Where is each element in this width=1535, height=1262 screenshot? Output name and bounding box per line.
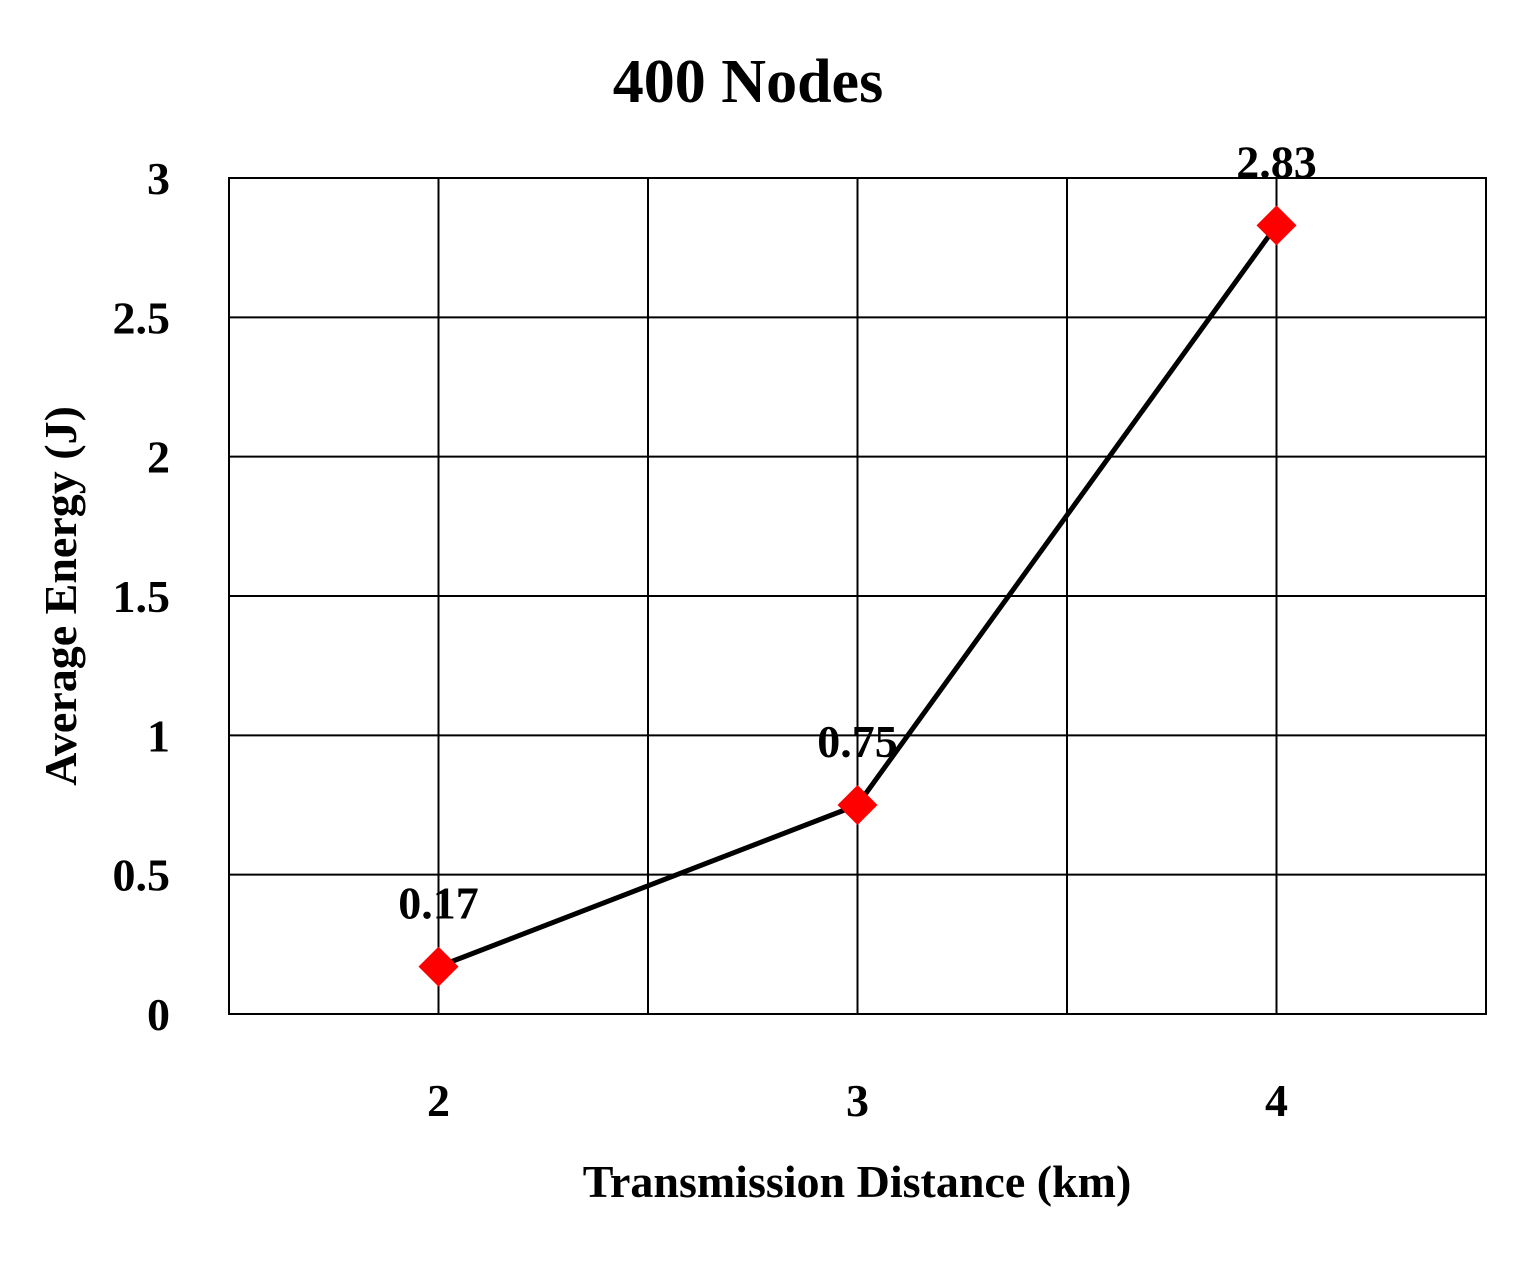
y-tick-label: 3 xyxy=(147,153,170,204)
x-tick-label: 4 xyxy=(1265,1075,1288,1126)
y-tick-label: 0 xyxy=(147,989,170,1040)
y-tick-label: 1.5 xyxy=(113,571,171,622)
data-label: 0.75 xyxy=(817,716,898,767)
y-tick-label: 2 xyxy=(147,432,170,483)
data-label: 0.17 xyxy=(398,878,479,929)
y-axis-label: Average Energy (J) xyxy=(35,406,86,786)
data-labels: 0.17 0.75 2.83 xyxy=(398,136,1317,928)
y-axis-ticks: 0 0.5 1 1.5 2 2.5 3 xyxy=(113,153,171,1040)
x-axis-label: Transmission Distance (km) xyxy=(583,1156,1132,1207)
data-point-marker xyxy=(418,946,459,987)
y-tick-label: 2.5 xyxy=(113,292,171,343)
x-tick-label: 2 xyxy=(427,1075,450,1126)
series-group xyxy=(418,205,1297,987)
x-tick-label: 3 xyxy=(846,1075,869,1126)
data-point-marker xyxy=(1256,205,1297,246)
x-axis-ticks: 2 3 4 xyxy=(427,1075,1288,1126)
y-tick-label: 1 xyxy=(147,710,170,761)
y-tick-label: 0.5 xyxy=(113,850,171,901)
data-label: 2.83 xyxy=(1236,136,1317,187)
chart-title: 400 Nodes xyxy=(613,48,883,116)
grid xyxy=(228,177,1487,1015)
data-point-marker xyxy=(837,785,878,825)
